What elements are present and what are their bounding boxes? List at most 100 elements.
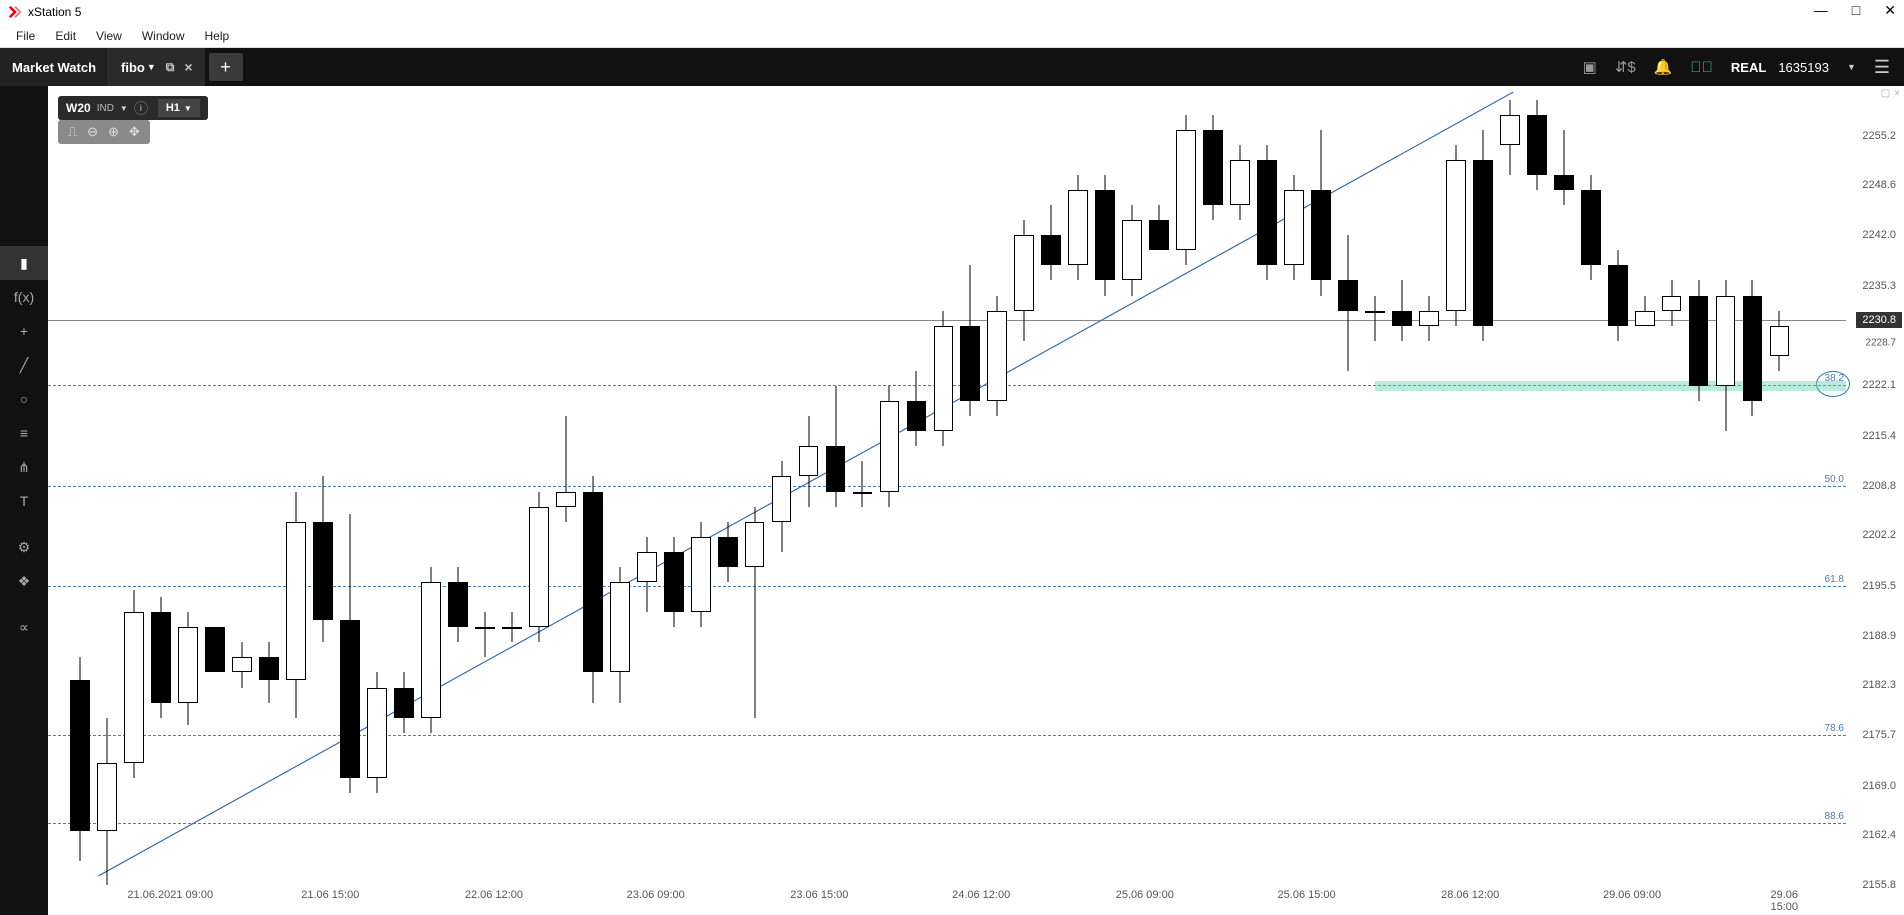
candle [610,86,630,885]
main-area: ▮ f(x) + ╱ ○ ≡ ⋔ T ⚙ ❖ ∝ ▢ × W20 IND ▼ i… [0,86,1904,915]
symbol-dropdown-icon[interactable]: ▼ [120,104,128,113]
account-dropdown-icon[interactable]: ▼ [1847,62,1856,72]
hamburger-icon[interactable]: ☰ [1874,57,1890,78]
candle [232,86,252,885]
candle [448,86,468,885]
chevron-down-icon: ▼ [147,62,156,72]
candle [1581,86,1601,885]
zoomin-icon[interactable]: ⊕ [108,124,119,140]
y-axis: 2255.22248.62242.02235.32230.82228.72222… [1846,86,1904,885]
y-tick: 2202.2 [1862,529,1896,541]
y-tick: 2155.8 [1862,879,1896,891]
app-logo-icon [8,5,22,19]
tool-fib[interactable]: ≡ [0,416,48,450]
timeframe-selector[interactable]: H1▼ [158,99,200,117]
menu-window[interactable]: Window [132,26,195,46]
tool-candle[interactable]: ▮ [0,246,48,280]
y-tick: 2248.6 [1862,179,1896,191]
tab-market-watch-label: Market Watch [12,60,96,75]
zoomout-icon[interactable]: ⊖ [87,124,98,140]
candle [1068,86,1088,885]
candle [1311,86,1331,885]
y-tick: 2182.3 [1862,679,1896,691]
x-tick: 23.06 09:00 [627,889,685,901]
popout-icon[interactable]: ⧉ [166,60,175,75]
tool-settings[interactable]: ⚙ [0,530,48,564]
minimize-button[interactable]: — [1814,2,1828,19]
layout-icon[interactable]: ▣ [1583,58,1597,76]
move-icon[interactable]: ✥ [129,124,140,140]
menu-file[interactable]: File [6,26,45,46]
y-tick: 2242.0 [1862,229,1896,241]
y-tick: 2169.0 [1862,780,1896,792]
candle [1230,86,1250,885]
candle [1392,86,1412,885]
candle [718,86,738,885]
candle [1122,86,1142,885]
maximize-chart-icon[interactable]: ▢ [1881,88,1890,99]
candle [124,86,144,885]
candle [70,86,90,885]
tool-crosshair[interactable]: + [0,314,48,348]
x-tick: 28.06 12:00 [1441,889,1499,901]
symbol-badge[interactable]: W20 IND ▼ i H1▼ [58,96,208,120]
close-window-button[interactable]: ✕ [1884,2,1896,19]
candle [151,86,171,885]
candle [664,86,684,885]
menu-help[interactable]: Help [195,26,240,46]
y-tick: 2188.9 [1862,630,1896,642]
chart-mini-toolbar: ⎍ ⊖ ⊕ ✥ [58,120,150,144]
topbar: Market Watch fibo▼ ⧉ × + ▣ ⇵$ 🔔 ◉⃝ REAL … [0,48,1904,86]
wifi-icon: ◉⃝ [1690,59,1713,76]
left-toolbar: ▮ f(x) + ╱ ○ ≡ ⋔ T ⚙ ❖ ∝ [0,86,48,915]
candle [1446,86,1466,885]
y-tick: 2222.1 [1862,379,1896,391]
chart-container[interactable]: ▢ × W20 IND ▼ i H1▼ ⎍ ⊖ ⊕ ✥ 38.250.061.8… [48,86,1904,915]
info-icon[interactable]: i [134,101,148,115]
candle [421,86,441,885]
tab-fibo[interactable]: fibo▼ ⧉ × [109,48,205,86]
candle [475,86,495,885]
candle [394,86,414,885]
x-tick: 24.06 12:00 [952,889,1010,901]
y-tick: 2228.7 [1865,338,1896,349]
tool-share[interactable]: ∝ [0,610,48,644]
tool-layers[interactable]: ❖ [0,564,48,598]
candle [205,86,225,885]
x-tick: 23.06 15:00 [790,889,848,901]
candle [1500,86,1520,885]
account-number[interactable]: 1635193 [1778,60,1829,75]
candle [960,86,980,885]
transfer-icon[interactable]: ⇵$ [1615,58,1636,76]
bell-icon[interactable]: 🔔 [1654,58,1673,76]
x-tick: 21.06.2021 09:00 [127,889,213,901]
tool-fx[interactable]: f(x) [0,280,48,314]
titlebar: xStation 5 — □ ✕ [0,0,1904,24]
plot-area[interactable]: 38.250.061.878.688.6 [48,86,1846,885]
candle [745,86,765,885]
x-tick: 29.06 09:00 [1603,889,1661,901]
y-tick: 2215.4 [1862,430,1896,442]
y-tick: 2255.2 [1862,130,1896,142]
tool-pitch[interactable]: ⋔ [0,450,48,484]
y-tick: 2208.8 [1862,480,1896,492]
maximize-button[interactable]: □ [1852,2,1860,19]
settings-mini-icon[interactable]: ⎍ [68,124,77,140]
tool-circle[interactable]: ○ [0,382,48,416]
tab-market-watch[interactable]: Market Watch [0,48,109,86]
candle [1284,86,1304,885]
close-tab-icon[interactable]: × [184,59,192,75]
menu-edit[interactable]: Edit [45,26,86,46]
candle [637,86,657,885]
candle [1473,86,1493,885]
candle [286,86,306,885]
candle [1014,86,1034,885]
menu-view[interactable]: View [86,26,132,46]
add-tab-button[interactable]: + [209,53,243,81]
candle [1203,86,1223,885]
tool-text[interactable]: T [0,484,48,518]
tool-line[interactable]: ╱ [0,348,48,382]
candle [691,86,711,885]
close-chart-icon[interactable]: × [1894,88,1900,99]
candle [826,86,846,885]
